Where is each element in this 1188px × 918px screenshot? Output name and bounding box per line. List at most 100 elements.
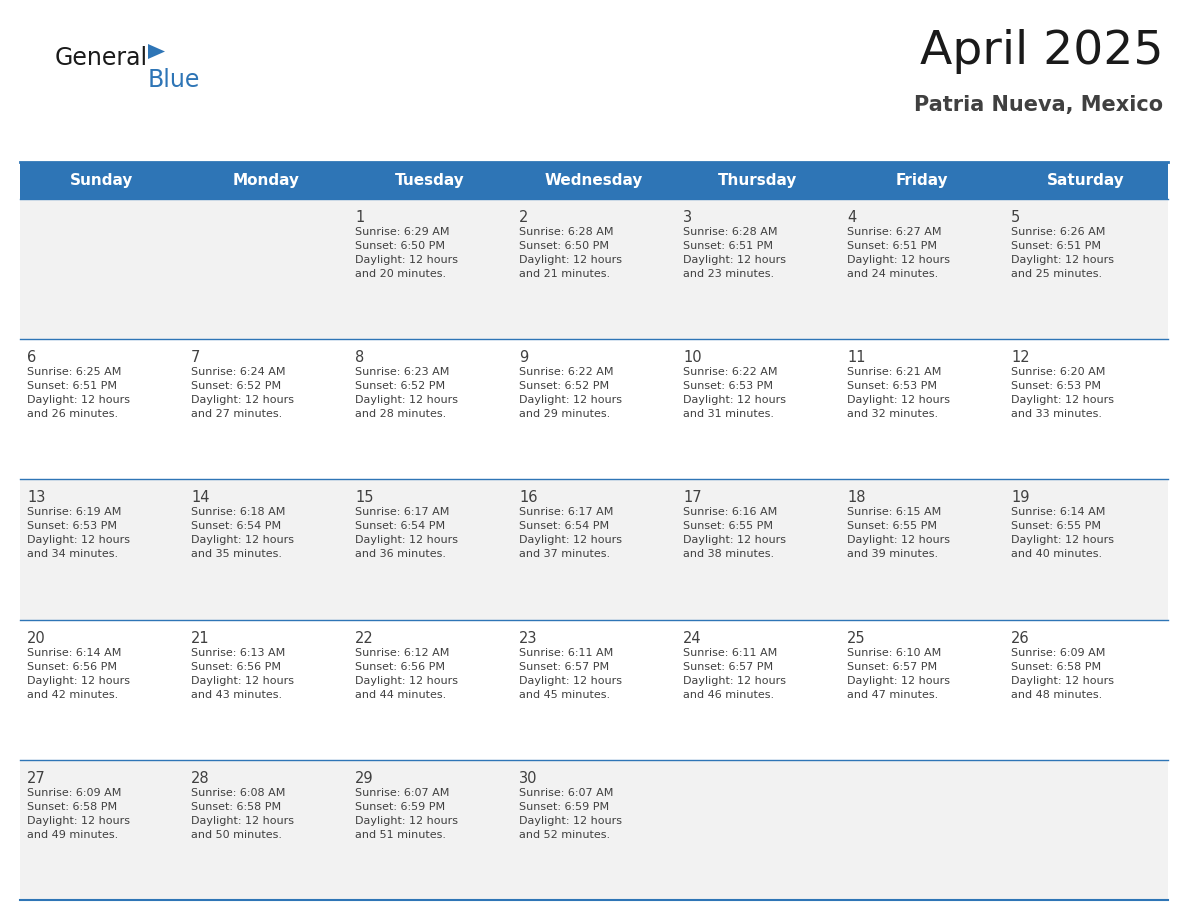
Text: Sunset: 6:57 PM: Sunset: 6:57 PM bbox=[519, 662, 609, 672]
Text: and 52 minutes.: and 52 minutes. bbox=[519, 830, 611, 840]
Text: Daylight: 12 hours: Daylight: 12 hours bbox=[27, 396, 129, 405]
Text: Daylight: 12 hours: Daylight: 12 hours bbox=[191, 816, 293, 826]
Text: Sunset: 6:52 PM: Sunset: 6:52 PM bbox=[191, 381, 282, 391]
Text: Sunrise: 6:18 AM: Sunrise: 6:18 AM bbox=[191, 508, 285, 518]
Text: Daylight: 12 hours: Daylight: 12 hours bbox=[847, 535, 950, 545]
Text: Daylight: 12 hours: Daylight: 12 hours bbox=[683, 255, 786, 265]
Text: and 31 minutes.: and 31 minutes. bbox=[683, 409, 775, 420]
Text: Daylight: 12 hours: Daylight: 12 hours bbox=[191, 676, 293, 686]
Text: Daylight: 12 hours: Daylight: 12 hours bbox=[27, 676, 129, 686]
Text: Sunrise: 6:12 AM: Sunrise: 6:12 AM bbox=[355, 647, 449, 657]
Text: Sunset: 6:55 PM: Sunset: 6:55 PM bbox=[847, 521, 937, 532]
Text: Sunrise: 6:14 AM: Sunrise: 6:14 AM bbox=[1011, 508, 1105, 518]
Text: Sunset: 6:57 PM: Sunset: 6:57 PM bbox=[847, 662, 937, 672]
Text: Sunset: 6:53 PM: Sunset: 6:53 PM bbox=[847, 381, 937, 391]
Text: Daylight: 12 hours: Daylight: 12 hours bbox=[1011, 535, 1114, 545]
Text: Daylight: 12 hours: Daylight: 12 hours bbox=[27, 535, 129, 545]
Text: 18: 18 bbox=[847, 490, 866, 506]
Text: Sunrise: 6:09 AM: Sunrise: 6:09 AM bbox=[27, 788, 121, 798]
Text: Daylight: 12 hours: Daylight: 12 hours bbox=[191, 396, 293, 405]
Text: Sunrise: 6:25 AM: Sunrise: 6:25 AM bbox=[27, 367, 121, 377]
Text: 17: 17 bbox=[683, 490, 702, 506]
Text: and 47 minutes.: and 47 minutes. bbox=[847, 689, 939, 700]
Text: and 33 minutes.: and 33 minutes. bbox=[1011, 409, 1102, 420]
Text: Daylight: 12 hours: Daylight: 12 hours bbox=[355, 535, 459, 545]
Text: Sunrise: 6:26 AM: Sunrise: 6:26 AM bbox=[1011, 227, 1105, 237]
Text: General: General bbox=[55, 46, 148, 70]
Text: Daylight: 12 hours: Daylight: 12 hours bbox=[1011, 255, 1114, 265]
Text: Sunrise: 6:19 AM: Sunrise: 6:19 AM bbox=[27, 508, 121, 518]
Text: Daylight: 12 hours: Daylight: 12 hours bbox=[191, 535, 293, 545]
Text: and 40 minutes.: and 40 minutes. bbox=[1011, 549, 1102, 559]
Text: and 27 minutes.: and 27 minutes. bbox=[191, 409, 283, 420]
Text: Daylight: 12 hours: Daylight: 12 hours bbox=[519, 816, 623, 826]
Text: 27: 27 bbox=[27, 771, 46, 786]
Text: Daylight: 12 hours: Daylight: 12 hours bbox=[355, 816, 459, 826]
Text: Sunset: 6:56 PM: Sunset: 6:56 PM bbox=[27, 662, 116, 672]
Text: Daylight: 12 hours: Daylight: 12 hours bbox=[683, 676, 786, 686]
Text: Sunrise: 6:21 AM: Sunrise: 6:21 AM bbox=[847, 367, 941, 377]
Text: Sunset: 6:53 PM: Sunset: 6:53 PM bbox=[1011, 381, 1101, 391]
Text: Daylight: 12 hours: Daylight: 12 hours bbox=[519, 535, 623, 545]
Text: Sunset: 6:54 PM: Sunset: 6:54 PM bbox=[355, 521, 446, 532]
Text: Sunset: 6:50 PM: Sunset: 6:50 PM bbox=[355, 241, 446, 251]
Text: Daylight: 12 hours: Daylight: 12 hours bbox=[355, 676, 459, 686]
Text: and 29 minutes.: and 29 minutes. bbox=[519, 409, 611, 420]
Text: Sunset: 6:56 PM: Sunset: 6:56 PM bbox=[191, 662, 282, 672]
Text: Sunset: 6:58 PM: Sunset: 6:58 PM bbox=[191, 801, 282, 812]
Text: Sunrise: 6:22 AM: Sunrise: 6:22 AM bbox=[683, 367, 777, 377]
Text: 20: 20 bbox=[27, 631, 46, 645]
Bar bbox=[20, 760, 1168, 900]
Text: and 35 minutes.: and 35 minutes. bbox=[191, 549, 282, 559]
Text: Sunrise: 6:23 AM: Sunrise: 6:23 AM bbox=[355, 367, 449, 377]
Text: Daylight: 12 hours: Daylight: 12 hours bbox=[27, 816, 129, 826]
Text: Sunrise: 6:17 AM: Sunrise: 6:17 AM bbox=[355, 508, 449, 518]
Text: Daylight: 12 hours: Daylight: 12 hours bbox=[847, 396, 950, 405]
Text: and 34 minutes.: and 34 minutes. bbox=[27, 549, 118, 559]
Text: Sunrise: 6:13 AM: Sunrise: 6:13 AM bbox=[191, 647, 285, 657]
Text: and 43 minutes.: and 43 minutes. bbox=[191, 689, 282, 700]
Text: Sunset: 6:57 PM: Sunset: 6:57 PM bbox=[683, 662, 773, 672]
Text: 29: 29 bbox=[355, 771, 373, 786]
Text: Daylight: 12 hours: Daylight: 12 hours bbox=[355, 396, 459, 405]
Text: Saturday: Saturday bbox=[1047, 173, 1125, 188]
Text: 12: 12 bbox=[1011, 350, 1030, 365]
Text: Sunset: 6:52 PM: Sunset: 6:52 PM bbox=[519, 381, 609, 391]
Text: and 45 minutes.: and 45 minutes. bbox=[519, 689, 611, 700]
Text: Sunrise: 6:27 AM: Sunrise: 6:27 AM bbox=[847, 227, 942, 237]
Text: and 37 minutes.: and 37 minutes. bbox=[519, 549, 611, 559]
Text: 26: 26 bbox=[1011, 631, 1030, 645]
Text: Sunrise: 6:11 AM: Sunrise: 6:11 AM bbox=[519, 647, 613, 657]
Text: Sunrise: 6:14 AM: Sunrise: 6:14 AM bbox=[27, 647, 121, 657]
Text: 15: 15 bbox=[355, 490, 373, 506]
Text: and 48 minutes.: and 48 minutes. bbox=[1011, 689, 1102, 700]
Text: Sunrise: 6:20 AM: Sunrise: 6:20 AM bbox=[1011, 367, 1105, 377]
Text: and 38 minutes.: and 38 minutes. bbox=[683, 549, 775, 559]
Text: Daylight: 12 hours: Daylight: 12 hours bbox=[519, 676, 623, 686]
Text: 3: 3 bbox=[683, 210, 693, 225]
Text: 13: 13 bbox=[27, 490, 45, 506]
Text: Sunset: 6:56 PM: Sunset: 6:56 PM bbox=[355, 662, 446, 672]
Text: Sunrise: 6:22 AM: Sunrise: 6:22 AM bbox=[519, 367, 613, 377]
Text: and 51 minutes.: and 51 minutes. bbox=[355, 830, 446, 840]
Text: 11: 11 bbox=[847, 350, 866, 365]
Text: Sunset: 6:54 PM: Sunset: 6:54 PM bbox=[191, 521, 282, 532]
Text: 30: 30 bbox=[519, 771, 537, 786]
Text: 7: 7 bbox=[191, 350, 201, 365]
Text: 5: 5 bbox=[1011, 210, 1020, 225]
Text: Sunrise: 6:07 AM: Sunrise: 6:07 AM bbox=[355, 788, 449, 798]
Text: Sunset: 6:53 PM: Sunset: 6:53 PM bbox=[683, 381, 773, 391]
Text: Sunrise: 6:10 AM: Sunrise: 6:10 AM bbox=[847, 647, 941, 657]
Text: Sunrise: 6:16 AM: Sunrise: 6:16 AM bbox=[683, 508, 777, 518]
Text: 14: 14 bbox=[191, 490, 209, 506]
Text: Tuesday: Tuesday bbox=[396, 173, 465, 188]
Text: Daylight: 12 hours: Daylight: 12 hours bbox=[683, 535, 786, 545]
Text: Sunset: 6:50 PM: Sunset: 6:50 PM bbox=[519, 241, 609, 251]
Text: Daylight: 12 hours: Daylight: 12 hours bbox=[1011, 676, 1114, 686]
Text: Sunrise: 6:15 AM: Sunrise: 6:15 AM bbox=[847, 508, 941, 518]
Text: and 24 minutes.: and 24 minutes. bbox=[847, 269, 939, 279]
Text: 19: 19 bbox=[1011, 490, 1030, 506]
Text: 10: 10 bbox=[683, 350, 702, 365]
Text: Daylight: 12 hours: Daylight: 12 hours bbox=[355, 255, 459, 265]
Bar bbox=[20, 479, 1168, 620]
